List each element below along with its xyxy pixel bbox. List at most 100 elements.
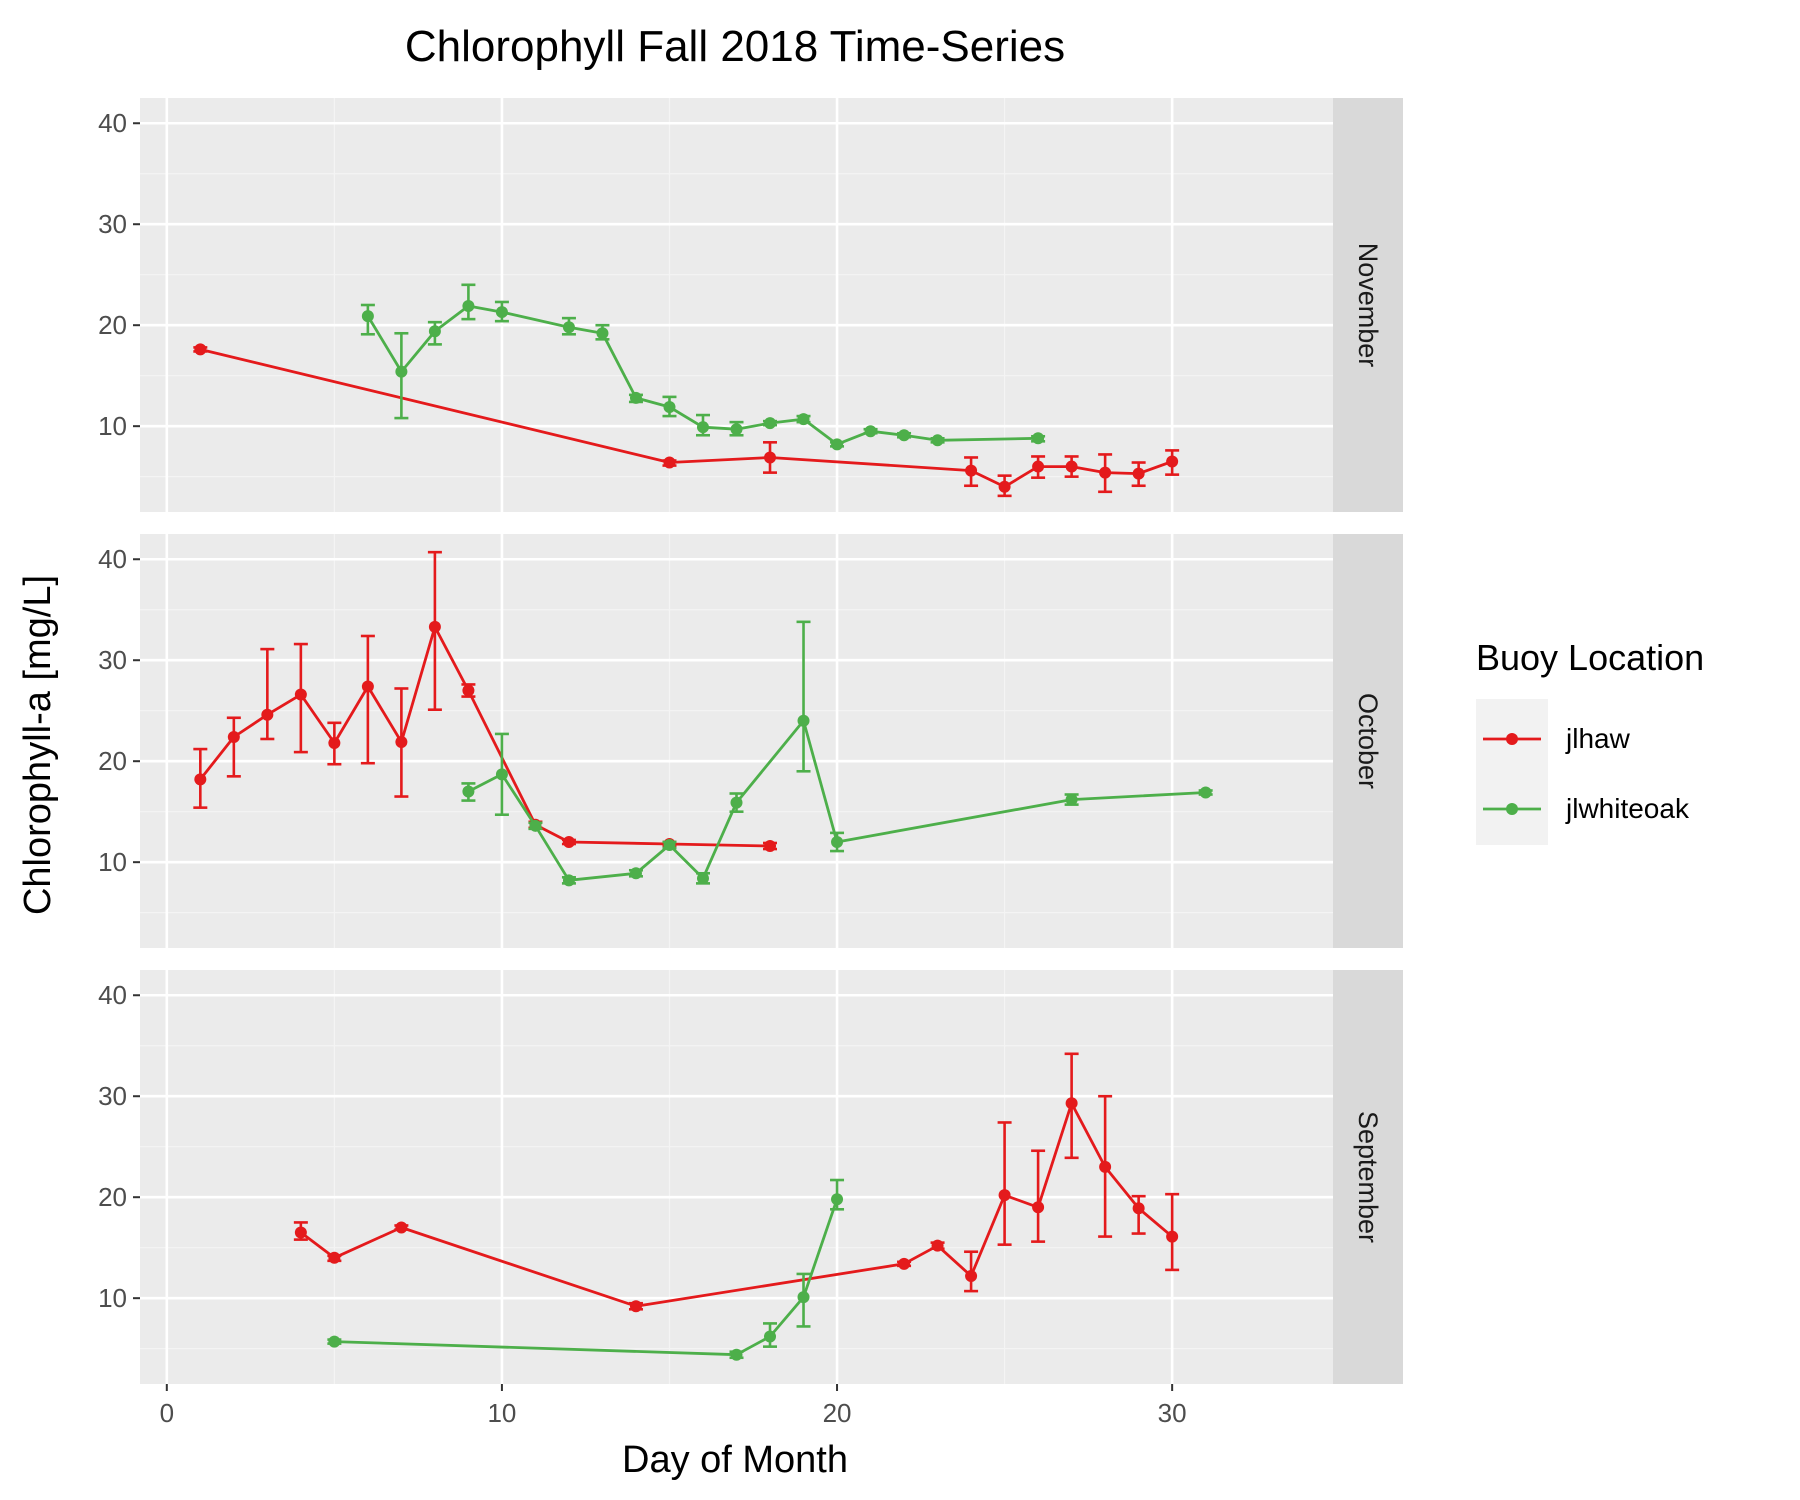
data-point [696, 872, 709, 885]
panel-october: 10 20 30 40 October [98, 534, 1403, 948]
strip-label-september: September [1353, 1111, 1383, 1243]
y-axis-title: Chlorophyll-a [mg/L] [17, 575, 59, 915]
data-point [764, 451, 777, 464]
data-point [1099, 1160, 1112, 1173]
data-point [663, 456, 676, 469]
panel-september: 10 20 30 40 September 0 10 20 30 [98, 970, 1403, 1428]
data-point [931, 434, 944, 447]
data-point [797, 714, 810, 727]
data-point [1065, 460, 1078, 473]
data-point [730, 1348, 743, 1361]
data-point [1166, 455, 1179, 468]
legend-key-point-jlhaw [1506, 733, 1518, 745]
data-point [831, 438, 844, 451]
y-tick-label: 10 [98, 411, 127, 441]
legend-key-point-jlwhiteoak [1506, 803, 1518, 815]
y-tick-label: 30 [98, 645, 127, 675]
series-line-jlhaw [199, 348, 1173, 489]
legend-label-jlhaw: jlhaw [1565, 723, 1631, 754]
data-point [562, 835, 575, 848]
x-tick-label: 0 [160, 1398, 174, 1428]
data-point [462, 684, 475, 697]
data-point [965, 1269, 978, 1282]
strip-background [1333, 970, 1403, 1384]
data-point [395, 365, 408, 378]
x-tick-label: 30 [1158, 1398, 1187, 1428]
data-point [462, 300, 475, 313]
series-jlwhiteoak [360, 283, 1046, 451]
data-point [261, 708, 274, 721]
data-point [663, 400, 676, 413]
data-point [1199, 786, 1212, 799]
data-point [797, 413, 810, 426]
data-point [797, 1291, 810, 1304]
y-tick-label: 30 [98, 1081, 127, 1111]
data-point [596, 327, 609, 340]
data-point [764, 840, 777, 853]
data-point [328, 1251, 341, 1264]
data-point [1132, 1202, 1145, 1215]
data-point [328, 1335, 341, 1348]
data-point [764, 417, 777, 430]
series-jlwhiteoak [461, 620, 1213, 887]
data-point [361, 680, 374, 693]
series-jlhaw [193, 343, 1180, 498]
data-point [864, 425, 877, 438]
legend-title: Buoy Location [1476, 637, 1704, 678]
y-tick-label: 40 [98, 108, 127, 138]
data-point [495, 306, 508, 319]
data-point [428, 325, 441, 338]
data-point [1032, 1201, 1045, 1214]
data-point [696, 421, 709, 434]
data-point [931, 1239, 944, 1252]
data-point [1065, 1097, 1078, 1110]
panel-background [140, 98, 1333, 512]
data-point [629, 1300, 642, 1313]
data-point [998, 1189, 1011, 1202]
data-point [629, 391, 642, 404]
data-point [294, 688, 307, 701]
data-point [831, 835, 844, 848]
panels: 10 20 30 40 November 10 20 30 40 October 10 20 30 40 S… [98, 98, 1403, 1428]
data-point [1032, 460, 1045, 473]
legend-key-background [1476, 699, 1548, 845]
y-tick-label: 40 [98, 980, 127, 1010]
data-point [428, 620, 441, 633]
data-point [562, 874, 575, 887]
data-point [194, 343, 207, 356]
series-jlhaw [293, 1052, 1180, 1313]
data-point [965, 464, 978, 477]
y-tick-label: 40 [98, 544, 127, 574]
data-point [898, 429, 911, 442]
series-line-jlwhiteoak [467, 719, 1206, 882]
legend-label-jlwhiteoak: jlwhiteoak [1565, 793, 1690, 824]
data-point [730, 796, 743, 809]
x-tick-label: 10 [487, 1398, 516, 1428]
data-point [1166, 1230, 1179, 1243]
data-point [495, 768, 508, 781]
data-point [294, 1226, 307, 1239]
data-point [361, 310, 374, 323]
data-point [395, 1221, 408, 1234]
legend: Buoy Location jlhaw jlwhiteoak [1476, 637, 1704, 845]
data-point [730, 423, 743, 436]
data-point [629, 867, 642, 880]
chart-title: Chlorophyll Fall 2018 Time-Series [405, 22, 1065, 71]
y-tick-label: 10 [98, 847, 127, 877]
data-point [194, 773, 207, 786]
panel-november: 10 20 30 40 November [98, 98, 1403, 512]
series-jlwhiteoak [327, 1178, 845, 1361]
y-tick-label: 20 [98, 746, 127, 776]
y-tick-label: 30 [98, 209, 127, 239]
y-tick-label: 20 [98, 310, 127, 340]
panel-background [140, 534, 1333, 948]
data-point [1099, 466, 1112, 479]
legend-keys [1483, 733, 1541, 815]
data-point [1032, 432, 1045, 445]
data-point [764, 1330, 777, 1343]
y-tick-label: 10 [98, 1283, 127, 1313]
data-point [1132, 467, 1145, 480]
strip-background [1333, 534, 1403, 948]
data-point [1065, 793, 1078, 806]
